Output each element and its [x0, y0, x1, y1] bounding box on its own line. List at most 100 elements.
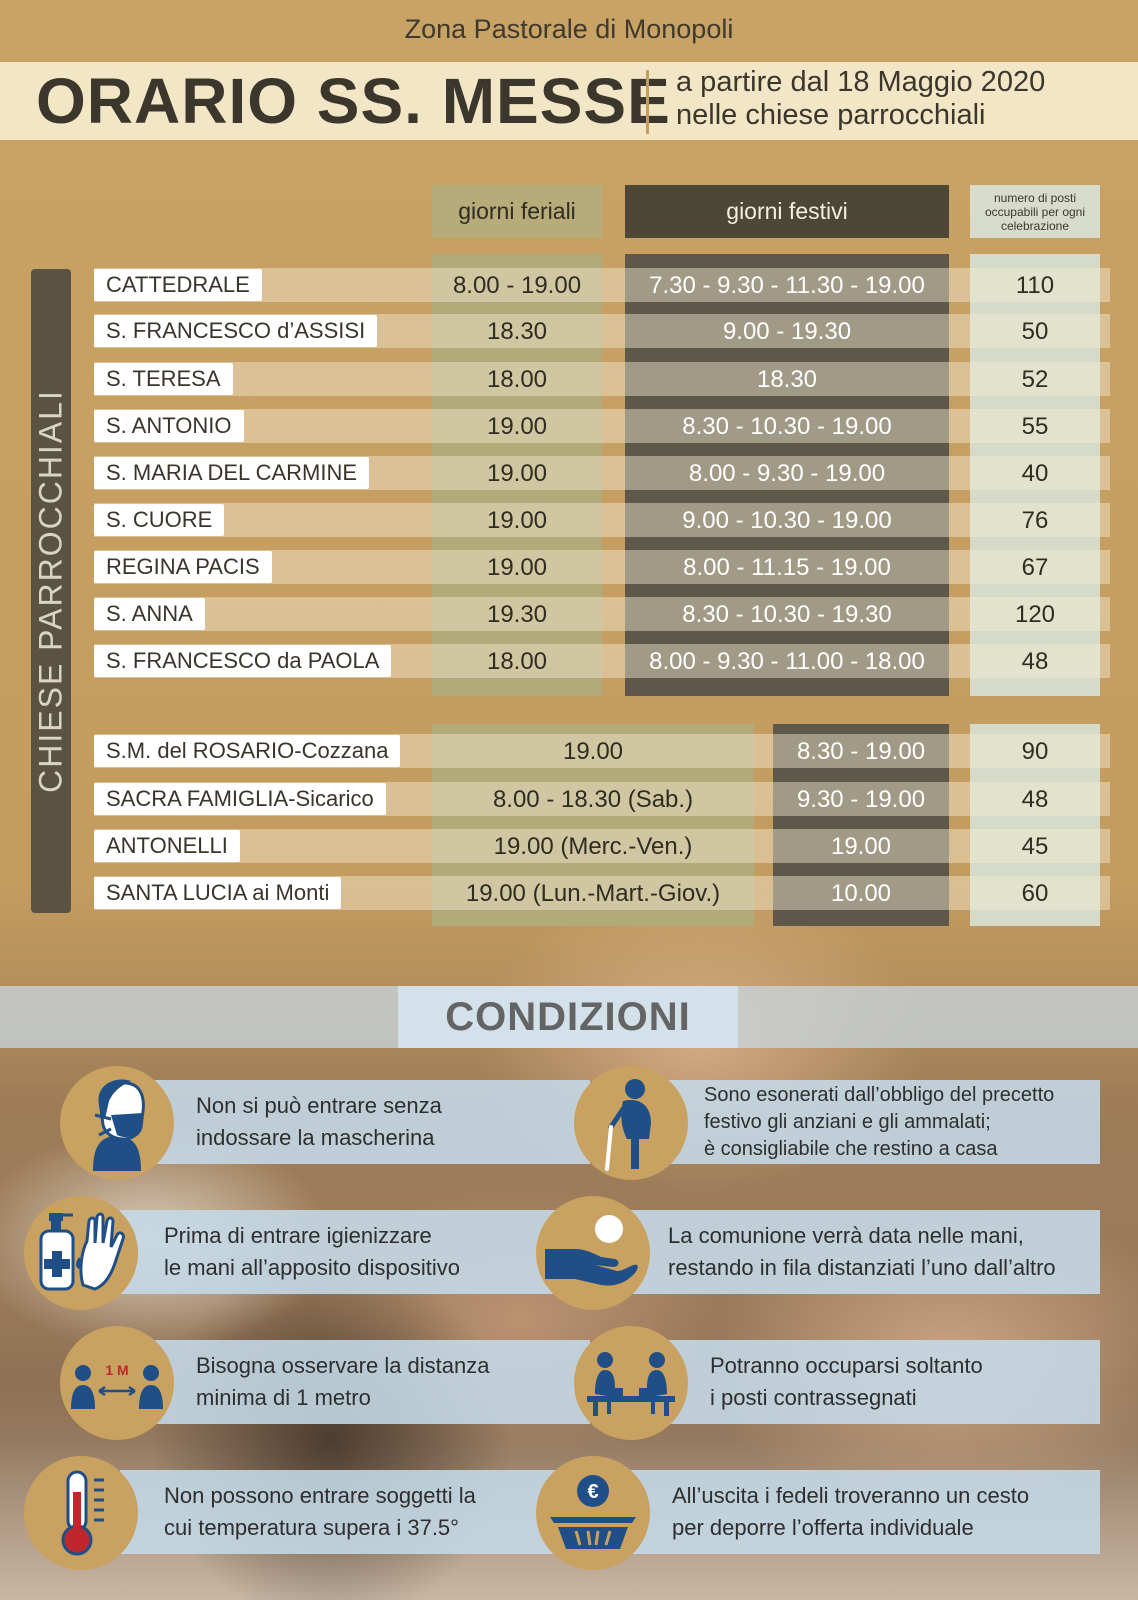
- seat-count: 45: [1021, 833, 1049, 860]
- table-row: S. ANTONIO 19.00 8.30 - 10.30 - 19.00 55: [0, 407, 1138, 447]
- festivi-time: 8.00 - 9.30 - 11.00 - 18.00: [649, 648, 925, 675]
- condition-temperature-line-2: cui temperatura supera i 37.5°: [164, 1515, 459, 1540]
- column-bg-posti-2: [970, 724, 1100, 926]
- condition-mask-line-2: indossare la mascherina: [196, 1125, 435, 1150]
- feriali-time: 18.00: [486, 366, 548, 393]
- feriali-time: 19.00: [562, 738, 624, 765]
- header-band: [0, 62, 1138, 140]
- elderly-icon: [574, 1066, 688, 1180]
- row-stripe: [94, 829, 1110, 863]
- feriali-time: 19.00: [486, 460, 548, 487]
- church-name: S. FRANCESCO d’ASSISI: [94, 315, 378, 347]
- row-stripe: [94, 268, 1110, 302]
- column-bg-feriali-2: [432, 724, 754, 926]
- row-stripe: [94, 409, 1110, 443]
- festivi-time: 8.00 - 9.30 - 19.00: [688, 460, 886, 487]
- condition-distance-line-2: minima di 1 metro: [196, 1385, 371, 1410]
- church-name: S. ANTONIO: [94, 410, 244, 442]
- festivi-time: 10.00: [830, 880, 892, 907]
- table-row: S. FRANCESCO da PAOLA 18.00 8.00 - 9.30 …: [0, 642, 1138, 682]
- church-name: SANTA LUCIA ai Monti: [94, 877, 342, 909]
- church-name: SACRA FAMIGLIA-Sicarico: [94, 783, 386, 815]
- feriali-time: 19.00 (Merc.-Ven.): [493, 833, 693, 860]
- table-row: S.M. del ROSARIO-Cozzana 19.00 8.30 - 19…: [0, 732, 1138, 772]
- festivi-time: 9.30 - 19.00: [796, 786, 926, 813]
- feriali-time: 8.00 - 18.30 (Sab.): [492, 786, 694, 813]
- row-stripe: [94, 597, 1110, 631]
- seat-count: 60: [1021, 880, 1049, 907]
- table-row: SANTA LUCIA ai Monti 19.00 (Lun.-Mart.-G…: [0, 874, 1138, 914]
- condition-elderly-line-3: è consigliabile che restino a casa: [704, 1137, 998, 1160]
- thermometer-icon: [24, 1456, 138, 1570]
- table-row: CATTEDRALE 8.00 - 19.00 7.30 - 9.30 - 11…: [0, 266, 1138, 306]
- feriali-time: 19.00: [486, 554, 548, 581]
- seat-count: 48: [1021, 648, 1049, 675]
- seat-count: 48: [1021, 786, 1049, 813]
- church-name: S. ANNA: [94, 598, 205, 630]
- festivi-time: 7.30 - 9.30 - 11.30 - 19.00: [649, 272, 925, 299]
- column-header-feriali: giorni feriali: [432, 185, 602, 238]
- festivi-time: 19.00: [830, 833, 892, 860]
- condition-mask: Non si può entrare senza indossare la ma…: [150, 1080, 590, 1164]
- seat-count: 76: [1021, 507, 1049, 534]
- subtitle-line-1: a partire dal 18 Maggio 2020: [676, 66, 1046, 98]
- church-name: S. MARIA DEL CARMINE: [94, 457, 370, 489]
- row-stripe: [94, 503, 1110, 537]
- table-row: S. ANNA 19.30 8.30 - 10.30 - 19.30 120: [0, 595, 1138, 635]
- condition-sanitize-line-2: le mani all’apposito dispositivo: [164, 1255, 460, 1280]
- feriali-time: 18.00: [486, 648, 548, 675]
- table-row: REGINA PACIS 19.00 8.00 - 11.15 - 19.00 …: [0, 548, 1138, 588]
- condition-mask-line-1: Non si può entrare senza: [196, 1093, 442, 1118]
- condition-seats-line-1: Potranno occuparsi soltanto: [710, 1353, 983, 1378]
- pastoral-zone: Zona Pastorale di Monopoli: [404, 14, 734, 44]
- table-row: SACRA FAMIGLIA-Sicarico 8.00 - 18.30 (Sa…: [0, 780, 1138, 820]
- distance-icon-label: 1 M: [105, 1362, 128, 1378]
- condition-sanitize-line-1: Prima di entrare igienizzare: [164, 1223, 432, 1248]
- condition-elderly: Sono esonerati dall’obbligo del precetto…: [660, 1080, 1100, 1164]
- row-stripe: [94, 362, 1110, 396]
- table-row: ANTONELLI 19.00 (Merc.-Ven.) 19.00 45: [0, 827, 1138, 867]
- title-divider: [646, 70, 649, 134]
- festivi-time: 9.00 - 19.30: [722, 318, 852, 345]
- feriali-time: 18.30: [486, 318, 548, 345]
- condition-offering-line-2: per deporre l’offerta individuale: [672, 1515, 974, 1540]
- condition-elderly-line-1: Sono esonerati dall’obbligo del precetto: [704, 1083, 1055, 1106]
- festivi-time: 9.00 - 10.30 - 19.00: [682, 507, 892, 534]
- table-row: S. FRANCESCO d’ASSISI 18.30 9.00 - 19.30…: [0, 312, 1138, 352]
- condition-distance: Bisogna osservare la distanza minima di …: [150, 1340, 590, 1424]
- condition-offering: All’uscita i fedeli troveranno un cesto …: [620, 1470, 1100, 1554]
- festivi-time: 8.30 - 10.30 - 19.30: [682, 601, 892, 628]
- subtitle-line-2: nelle chiese parrocchiali: [676, 99, 986, 131]
- condition-elderly-line-2: festivo gli anziani e gli ammalati;: [704, 1110, 991, 1133]
- festivi-time: 8.30 - 19.00: [796, 738, 926, 765]
- condition-seats-line-2: i posti contrassegnati: [710, 1385, 917, 1410]
- condition-temperature-line-1: Non possono entrare soggetti la: [164, 1483, 476, 1508]
- column-bg-festivi-2: [773, 724, 949, 926]
- festivi-time: 8.30 - 10.30 - 19.00: [682, 413, 892, 440]
- table-row: S. TERESA 18.00 18.30 52: [0, 360, 1138, 400]
- table-row: S. CUORE 19.00 9.00 - 10.30 - 19.00 76: [0, 501, 1138, 541]
- column-bg-feriali: [432, 254, 602, 696]
- church-name: S. CUORE: [94, 504, 225, 536]
- condition-sanitize: Prima di entrare igienizzare le mani all…: [120, 1210, 560, 1294]
- seat-count: 55: [1021, 413, 1049, 440]
- conditions-title: CONDIZIONI: [398, 986, 738, 1048]
- festivi-time: 8.00 - 11.15 - 19.00: [683, 554, 891, 581]
- side-label: CHIESE PARROCCHIALI: [31, 269, 71, 913]
- church-name: ANTONELLI: [94, 830, 240, 862]
- bench-icon: [574, 1326, 688, 1440]
- feriali-time: 19.00: [486, 507, 548, 534]
- condition-offering-line-1: All’uscita i fedeli troveranno un cesto: [672, 1483, 1030, 1508]
- sanitizer-icon: [24, 1196, 138, 1310]
- church-name: REGINA PACIS: [94, 551, 272, 583]
- festivi-time: 18.30: [756, 366, 818, 393]
- church-name: S. TERESA: [94, 363, 233, 395]
- column-header-festivi: giorni festivi: [625, 185, 949, 238]
- euro-symbol: €: [587, 1481, 598, 1503]
- feriali-time: 8.00 - 19.00: [452, 272, 582, 299]
- condition-communion-line-1: La comunione verrà data nelle mani,: [668, 1223, 1024, 1248]
- condition-communion-line-2: restando in fila distanziati l’uno dall’…: [668, 1255, 1056, 1280]
- seat-count: 52: [1021, 366, 1049, 393]
- communion-icon: [536, 1196, 650, 1310]
- subtitle: a partire dal 18 Maggio 2020 nelle chies…: [676, 66, 1045, 132]
